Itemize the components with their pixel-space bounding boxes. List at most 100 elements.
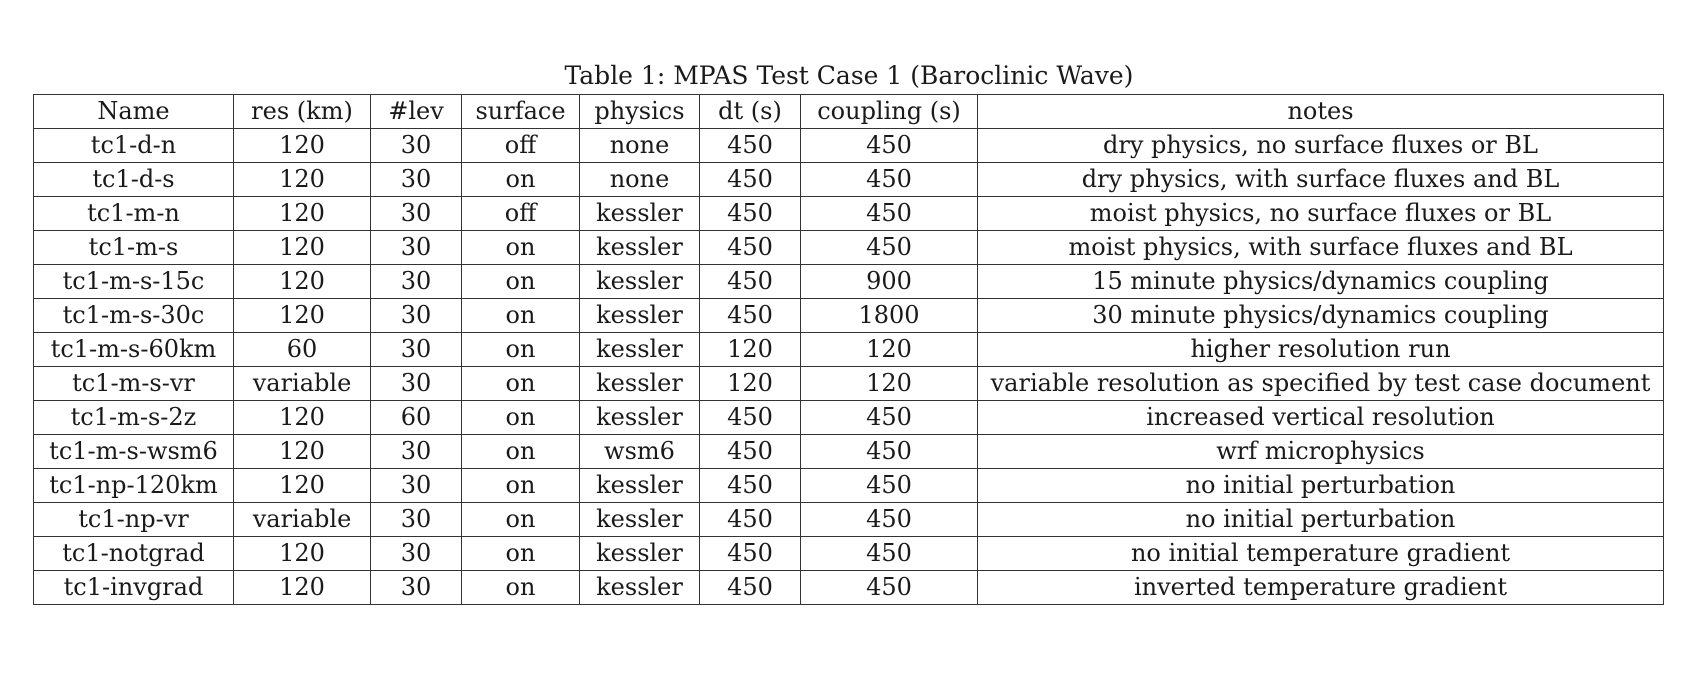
table-row: tc1-m-s-2z 120 60 on kessler 450 450 increased … bbox=[33, 400, 1664, 435]
header-row: Name res (km) #lev surface physics dt (s… bbox=[33, 94, 1664, 129]
cell-res: 120 bbox=[233, 468, 371, 503]
cell-notes: wrf microphysics bbox=[977, 434, 1664, 469]
cell-surface: on bbox=[461, 332, 580, 367]
cell-surface: on bbox=[461, 162, 580, 197]
cell-notes: no initial temperature gradient bbox=[977, 536, 1664, 571]
cell-physics: kessler bbox=[579, 400, 700, 435]
cell-lev: 30 bbox=[370, 332, 462, 367]
cell-lev: 30 bbox=[370, 196, 462, 231]
cell-surface: on bbox=[461, 264, 580, 299]
table-caption: Table 1: MPAS Test Case 1 (Baroclinic Wa… bbox=[564, 61, 1134, 90]
cell-notes: inverted temperature gradient bbox=[977, 570, 1664, 605]
cell-physics: kessler bbox=[579, 536, 700, 571]
cell-res: 120 bbox=[233, 536, 371, 571]
cell-physics: kessler bbox=[579, 502, 700, 537]
table-row: tc1-m-n 120 30 off kessler 450 450 moist physic… bbox=[33, 196, 1664, 231]
cell-lev: 30 bbox=[370, 570, 462, 605]
cell-name: tc1-m-s-30c bbox=[33, 298, 234, 333]
column-header-res: res (km) bbox=[233, 94, 371, 129]
cell-surface: on bbox=[461, 230, 580, 265]
cell-res: 120 bbox=[233, 298, 371, 333]
cell-res: 120 bbox=[233, 230, 371, 265]
cell-coupling: 1800 bbox=[800, 298, 978, 333]
cell-surface: on bbox=[461, 502, 580, 537]
cell-physics: none bbox=[579, 162, 700, 197]
table-row: tc1-m-s-60km 60 30 on kessler 120 120 higher re… bbox=[33, 332, 1664, 367]
cell-name: tc1-d-s bbox=[33, 162, 234, 197]
cell-coupling: 450 bbox=[800, 434, 978, 469]
cell-surface: on bbox=[461, 536, 580, 571]
cell-physics: kessler bbox=[579, 230, 700, 265]
column-header-notes: notes bbox=[977, 94, 1664, 129]
cell-notes: 30 minute physics/dynamics coupling bbox=[977, 298, 1664, 333]
cell-coupling: 450 bbox=[800, 196, 978, 231]
cell-lev: 30 bbox=[370, 536, 462, 571]
cell-physics: kessler bbox=[579, 366, 700, 401]
table-row: tc1-m-s 120 30 on kessler 450 450 moist physics… bbox=[33, 230, 1664, 265]
cell-name: tc1-np-120km bbox=[33, 468, 234, 503]
cell-name: tc1-notgrad bbox=[33, 536, 234, 571]
table-row: tc1-d-s 120 30 on none 450 450 dry physics, wit… bbox=[33, 162, 1664, 197]
cell-name: tc1-m-n bbox=[33, 196, 234, 231]
cell-notes: moist physics, no surface fluxes or BL bbox=[977, 196, 1664, 231]
cell-res: 60 bbox=[233, 332, 371, 367]
cell-coupling: 120 bbox=[800, 366, 978, 401]
cell-dt: 450 bbox=[699, 264, 801, 299]
cell-name: tc1-m-s bbox=[33, 230, 234, 265]
cell-physics: kessler bbox=[579, 468, 700, 503]
cell-lev: 30 bbox=[370, 230, 462, 265]
cell-res: 120 bbox=[233, 196, 371, 231]
cell-dt: 450 bbox=[699, 230, 801, 265]
cell-physics: kessler bbox=[579, 570, 700, 605]
cell-physics: wsm6 bbox=[579, 434, 700, 469]
cell-notes: 15 minute physics/dynamics coupling bbox=[977, 264, 1664, 299]
cell-coupling: 450 bbox=[800, 570, 978, 605]
column-header-surface: surface bbox=[461, 94, 580, 129]
table-row: tc1-notgrad 120 30 on kessler 450 450 no initia… bbox=[33, 536, 1664, 571]
cell-coupling: 450 bbox=[800, 502, 978, 537]
cell-name: tc1-invgrad bbox=[33, 570, 234, 605]
cell-physics: none bbox=[579, 128, 700, 163]
cell-name: tc1-d-n bbox=[33, 128, 234, 163]
cell-coupling: 450 bbox=[800, 400, 978, 435]
column-header-physics: physics bbox=[579, 94, 700, 129]
cell-coupling: 450 bbox=[800, 128, 978, 163]
cell-notes: moist physics, with surface fluxes and B… bbox=[977, 230, 1664, 265]
cell-notes: higher resolution run bbox=[977, 332, 1664, 367]
cell-name: tc1-m-s-15c bbox=[33, 264, 234, 299]
cell-lev: 30 bbox=[370, 264, 462, 299]
cell-res: 120 bbox=[233, 400, 371, 435]
cell-dt: 450 bbox=[699, 196, 801, 231]
cell-res: 120 bbox=[233, 434, 371, 469]
cell-coupling: 450 bbox=[800, 468, 978, 503]
cell-notes: dry physics, no surface fluxes or BL bbox=[977, 128, 1664, 163]
cell-dt: 120 bbox=[699, 332, 801, 367]
cell-res: 120 bbox=[233, 128, 371, 163]
table-row: tc1-m-s-15c 120 30 on kessler 450 900 15 minute… bbox=[33, 264, 1664, 299]
cell-surface: on bbox=[461, 434, 580, 469]
cell-dt: 450 bbox=[699, 468, 801, 503]
cell-dt: 450 bbox=[699, 162, 801, 197]
cell-dt: 450 bbox=[699, 400, 801, 435]
cell-coupling: 900 bbox=[800, 264, 978, 299]
table-row: tc1-np-120km 120 30 on kessler 450 450 no initi… bbox=[33, 468, 1664, 503]
column-header-dt: dt (s) bbox=[699, 94, 801, 129]
column-header-coupling: coupling (s) bbox=[800, 94, 978, 129]
cell-physics: kessler bbox=[579, 298, 700, 333]
cell-physics: kessler bbox=[579, 196, 700, 231]
cell-notes: dry physics, with surface fluxes and BL bbox=[977, 162, 1664, 197]
cell-name: tc1-m-s-60km bbox=[33, 332, 234, 367]
table-row: tc1-invgrad 120 30 on kessler 450 450 inverted … bbox=[33, 570, 1664, 605]
cell-dt: 120 bbox=[699, 366, 801, 401]
cell-name: tc1-m-s-2z bbox=[33, 400, 234, 435]
table-body: tc1-d-n 120 30 off none 450 450 dry physics, no… bbox=[33, 128, 1664, 605]
table-row: tc1-m-s-wsm6 120 30 on wsm6 450 450 wrf microph… bbox=[33, 434, 1664, 469]
cell-res: variable bbox=[233, 366, 371, 401]
table-row: tc1-m-s-vr variable 30 on kessler 120 120 varia… bbox=[33, 366, 1664, 401]
cell-name: tc1-m-s-wsm6 bbox=[33, 434, 234, 469]
cell-surface: on bbox=[461, 400, 580, 435]
cell-res: 120 bbox=[233, 162, 371, 197]
cell-lev: 30 bbox=[370, 434, 462, 469]
cell-dt: 450 bbox=[699, 298, 801, 333]
table-row: tc1-d-n 120 30 off none 450 450 dry physics, no… bbox=[33, 128, 1664, 163]
